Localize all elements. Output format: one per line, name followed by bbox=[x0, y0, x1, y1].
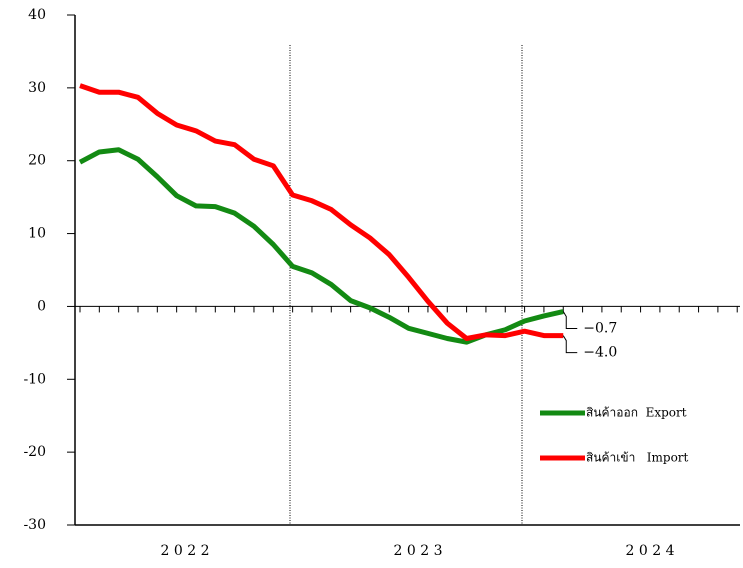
year-label: 2 0 2 2 bbox=[161, 543, 210, 559]
y-tick-label: -30 bbox=[23, 517, 46, 533]
y-tick-label: -10 bbox=[23, 371, 46, 387]
y-tick-label: 30 bbox=[28, 80, 46, 96]
label-leader bbox=[562, 335, 578, 354]
year-label: 2 0 2 4 bbox=[626, 543, 675, 559]
y-tick-label: -20 bbox=[23, 444, 46, 460]
series-line bbox=[78, 147, 564, 345]
year-label: 2 0 2 3 bbox=[394, 543, 443, 559]
series-line bbox=[79, 83, 564, 341]
label-leader bbox=[562, 311, 578, 330]
legend-label: สินค้าออก Export bbox=[586, 406, 687, 420]
value-label: −4.0 bbox=[583, 345, 617, 361]
y-tick-label: 10 bbox=[28, 226, 46, 242]
y-tick-label: 0 bbox=[37, 298, 46, 314]
y-tick-label: 40 bbox=[28, 7, 46, 23]
legend-label: สินค้าเข้า Import bbox=[586, 451, 689, 465]
value-label: −0.7 bbox=[583, 321, 617, 337]
y-tick-label: 20 bbox=[28, 153, 46, 169]
